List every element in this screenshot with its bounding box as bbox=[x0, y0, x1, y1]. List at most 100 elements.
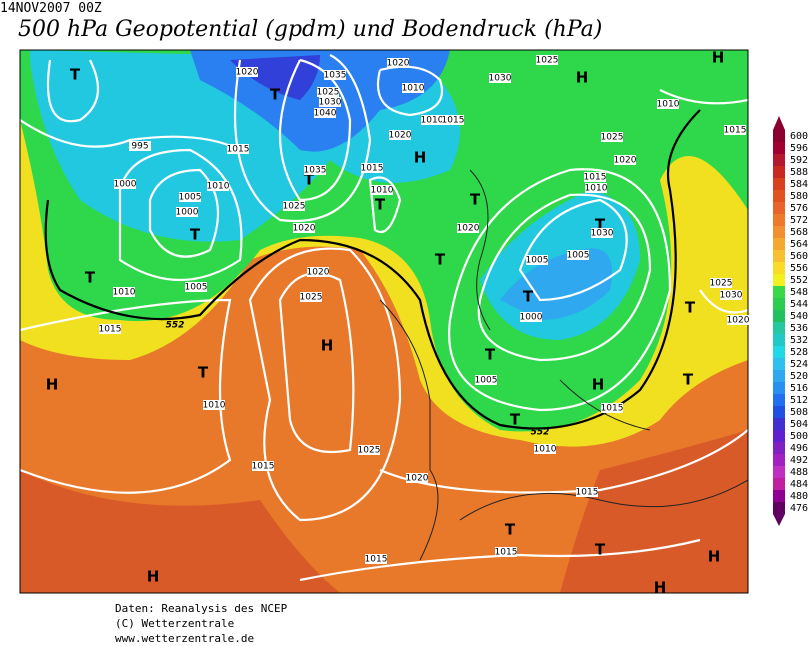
legend-label: 576 bbox=[790, 203, 808, 214]
pressure-center: T bbox=[198, 364, 209, 382]
legend-swatch bbox=[773, 346, 785, 358]
legend-swatch bbox=[773, 298, 785, 310]
isobar-label: 1015 bbox=[495, 548, 518, 558]
legend-swatch bbox=[773, 418, 785, 430]
pressure-center: H bbox=[414, 149, 427, 167]
isobar-label-bg bbox=[252, 461, 274, 471]
isobar-label: 1015 bbox=[601, 404, 624, 414]
legend-label: 480 bbox=[790, 491, 808, 502]
legend-swatch bbox=[773, 142, 785, 154]
isobar-label: 1010 bbox=[113, 288, 136, 298]
isobar-label: 1030 bbox=[591, 229, 614, 239]
isobar-label: 1020 bbox=[406, 474, 429, 484]
legend-swatch bbox=[773, 166, 785, 178]
legend-label: 548 bbox=[790, 287, 808, 298]
isobar-label-bg bbox=[129, 141, 151, 151]
legend-swatch bbox=[773, 430, 785, 442]
isobar-label-bg bbox=[358, 445, 380, 455]
isobar-label: 1010 bbox=[657, 100, 680, 110]
pressure-center: T bbox=[685, 299, 696, 317]
isobar-label-bg bbox=[207, 181, 229, 191]
isobar-label: 1030 bbox=[489, 74, 512, 84]
legend-label: 536 bbox=[790, 323, 808, 334]
isobar-label: 1005 bbox=[567, 251, 590, 261]
pressure-center: T bbox=[523, 288, 534, 306]
pressure-center: T bbox=[485, 346, 496, 364]
isobar-label: 1015 bbox=[365, 555, 388, 565]
isobar-label-bg bbox=[534, 444, 556, 454]
legend-swatch bbox=[773, 310, 785, 322]
isobar-label: 1025 bbox=[283, 202, 306, 212]
isobar-label-bg bbox=[475, 375, 497, 385]
isobar-label: 1020 bbox=[387, 59, 410, 69]
legend-label: 568 bbox=[790, 227, 808, 238]
legend-label: 500 bbox=[790, 431, 808, 442]
isobar-label: 1040 bbox=[314, 109, 337, 119]
isobar-label-bg bbox=[585, 183, 607, 193]
isobar-label-bg bbox=[710, 278, 732, 288]
isobar-label-bg bbox=[114, 179, 136, 189]
pressure-center: T bbox=[470, 191, 481, 209]
legend-label: 584 bbox=[790, 179, 808, 190]
legend-label: 580 bbox=[790, 191, 808, 202]
pressure-center: T bbox=[435, 251, 446, 269]
isobar-label-bg bbox=[317, 87, 339, 97]
isobar-label: 1005 bbox=[179, 193, 202, 203]
isobar-label: 1015 bbox=[227, 145, 250, 155]
legend-label: 572 bbox=[790, 215, 808, 226]
isobar-label-bg bbox=[179, 192, 201, 202]
isobar-label: 1010 bbox=[534, 445, 557, 455]
isobar-label-bg bbox=[576, 487, 598, 497]
legend-label: 564 bbox=[790, 239, 808, 250]
legend-swatch bbox=[773, 262, 785, 274]
pressure-center: T bbox=[304, 171, 315, 189]
isobar-label: 1015 bbox=[584, 173, 607, 183]
pressure-center: H bbox=[712, 49, 725, 67]
isobar-label-bg bbox=[324, 70, 346, 80]
pressure-center: T bbox=[683, 371, 694, 389]
isobar-label: 1000 bbox=[114, 180, 137, 190]
isobar-label-bg bbox=[203, 400, 225, 410]
legend-label: 528 bbox=[790, 347, 808, 358]
pressure-center: H bbox=[321, 337, 334, 355]
legend-swatch bbox=[773, 154, 785, 166]
isobar-label-bg bbox=[387, 58, 409, 68]
legend-label: 512 bbox=[790, 395, 808, 406]
isobar-label: 1015 bbox=[724, 126, 747, 136]
legend-swatch bbox=[773, 226, 785, 238]
isobar-label: 1025 bbox=[300, 293, 323, 303]
date: 14NOV2007 00Z bbox=[0, 1, 102, 16]
isobar-label-bg bbox=[176, 207, 198, 217]
legend-swatch bbox=[773, 322, 785, 334]
pressure-center: H bbox=[46, 376, 59, 394]
legend-label: 508 bbox=[790, 407, 808, 418]
isobar-label: 1025 bbox=[536, 56, 559, 66]
isobar-label: 1020 bbox=[389, 131, 412, 141]
legend-swatch bbox=[773, 394, 785, 406]
isobar-label-bg bbox=[307, 267, 329, 277]
isobar-label-bg bbox=[365, 554, 387, 564]
isobar-label-bg bbox=[113, 287, 135, 297]
isobar-label-bg bbox=[520, 312, 542, 322]
legend-label: 484 bbox=[790, 479, 808, 490]
isobar-label: 1010 bbox=[402, 84, 425, 94]
isobar-label-bg bbox=[293, 223, 315, 233]
legend-label: 600 bbox=[790, 131, 808, 142]
legend-label: 588 bbox=[790, 167, 808, 178]
isobar-label: 1010 bbox=[585, 184, 608, 194]
legend-label: 496 bbox=[790, 443, 808, 454]
legend-swatch bbox=[773, 334, 785, 346]
isobar-label-bg bbox=[319, 97, 341, 107]
isobar-label: 1020 bbox=[307, 268, 330, 278]
isobar-label-bg bbox=[584, 172, 606, 182]
isobar-label: 1010 bbox=[421, 116, 444, 126]
isobar-label-bg bbox=[227, 144, 249, 154]
isobar-label: 1015 bbox=[361, 164, 384, 174]
isobar-label: 1025 bbox=[358, 446, 381, 456]
legend-label: 560 bbox=[790, 251, 808, 262]
isobar-label-bg bbox=[601, 403, 623, 413]
isobar-label-bg bbox=[406, 473, 428, 483]
legend-label: 516 bbox=[790, 383, 808, 394]
isobar-label: 1020 bbox=[236, 68, 259, 78]
isobar-label: 1005 bbox=[526, 256, 549, 266]
